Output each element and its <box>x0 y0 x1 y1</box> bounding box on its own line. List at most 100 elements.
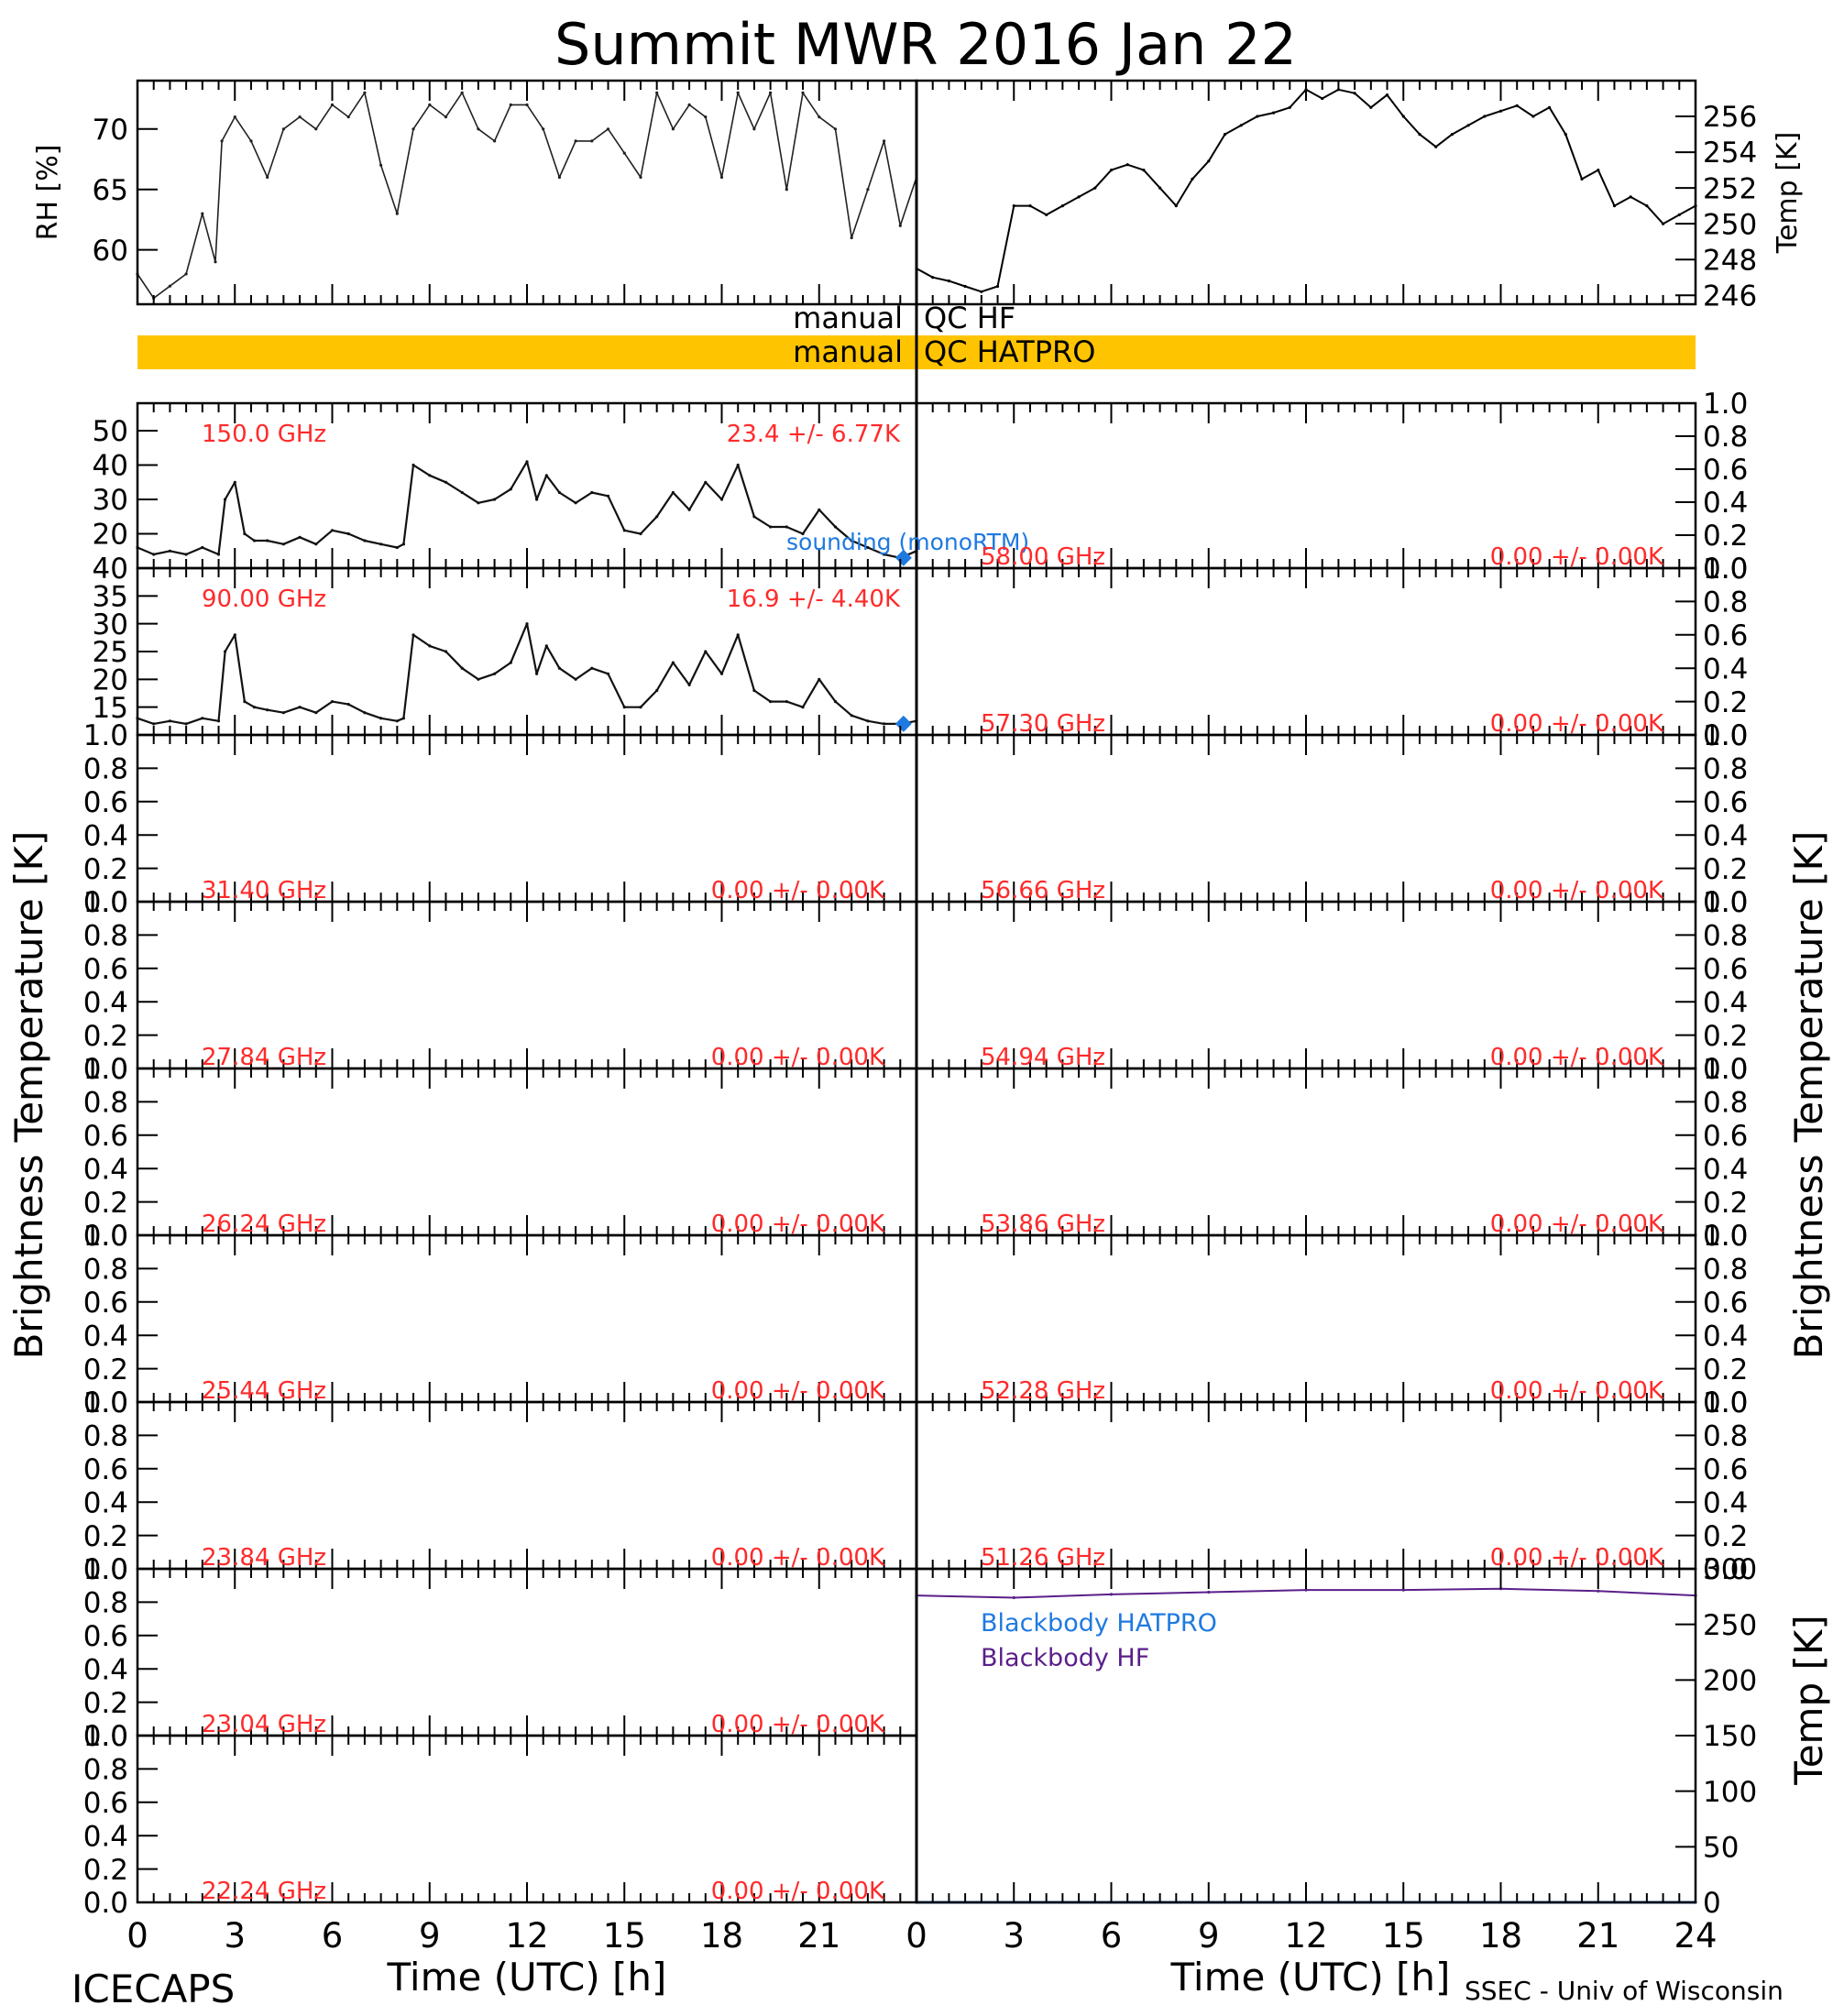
left-panel-6-ytick-label: 0.2 <box>83 1520 128 1553</box>
left-panel-8-ytick-label: 0.8 <box>83 1754 128 1787</box>
left-panel-0-series-line-point <box>525 460 529 464</box>
rh-series-line-point <box>509 103 512 106</box>
left-panel-6-ytick-label: 0.6 <box>83 1453 128 1486</box>
left-panel-0-series-line-point <box>224 498 227 501</box>
left-panel-1-series-line-point <box>509 661 512 664</box>
rh-series-line-point <box>249 139 253 143</box>
rh-series-line-point <box>622 151 626 155</box>
rh-series-line-point <box>736 91 740 94</box>
right-panel-0-ytick-label: 0.2 <box>1703 520 1748 553</box>
rh-series-line-point <box>639 175 642 180</box>
left-panel-1-series-line-point <box>671 661 675 664</box>
x-tick-label-right: 21 <box>1576 1916 1619 1956</box>
temp-series-line-point <box>963 284 967 289</box>
rh-series-line-point <box>590 139 594 143</box>
right-panel-0-ytick-label: 0.6 <box>1703 454 1748 487</box>
left-panel-3-ytick-label: 0.4 <box>83 986 128 1019</box>
right-panel-2-ytick-label: 1.0 <box>1703 719 1748 752</box>
left-panel-1-series-line-point <box>883 722 886 726</box>
left-panel-0-series-line-point <box>833 525 838 529</box>
rh-series-line-point <box>220 139 224 143</box>
left-panel-5-ytick-label: 1.0 <box>83 1220 128 1253</box>
left-panel-2-ytick-label: 0.2 <box>83 853 128 886</box>
right-panel-5-ytick-label: 1.0 <box>1703 1220 1748 1253</box>
left-panel-7-ytick-label: 0.6 <box>83 1620 128 1653</box>
right-brightness-axis-label: Brightness Temperature [K] <box>1786 831 1831 1360</box>
left-panel-1-series-line-point <box>866 719 870 723</box>
left-panel-6-freq-label: 23.84 GHz <box>202 1544 326 1572</box>
temp-series-line-point <box>1207 159 1211 163</box>
sounding-label: sounding (monoRTM) <box>786 529 1029 555</box>
right-panel-2-freq-label: 56.66 GHz <box>981 877 1105 904</box>
left-panel-0-series-line-point <box>544 474 548 477</box>
right-panel-2-ytick-label: 0.4 <box>1703 819 1748 852</box>
qc-hf-right-label: QC HF <box>924 301 1015 335</box>
rh-series-line-point <box>298 115 302 119</box>
left-panel-1-series-line-point <box>655 688 659 693</box>
left-panel-3-freq-label: 27.84 GHz <box>202 1044 326 1071</box>
right-panel-0-ytick-label: 0.0 <box>1703 553 1748 586</box>
left-panel-1-series-line-point <box>493 672 497 675</box>
left-panel-1-series-line-point <box>785 700 788 704</box>
figure-title: Summit MWR 2016 Jan 22 <box>554 11 1297 78</box>
left-panel-0-ytick-label: 40 <box>93 450 128 483</box>
rh-series-line-point <box>266 175 269 180</box>
left-panel-1-series-line-point <box>736 633 740 637</box>
x-tick-label-right: 18 <box>1479 1916 1522 1956</box>
temp-panel-ytick-label: 250 <box>1703 208 1757 241</box>
rh-series-line-point <box>460 91 464 94</box>
right-panel-4-ytick-label: 1.0 <box>1703 1053 1748 1086</box>
x-tick-label-left: 21 <box>797 1916 840 1956</box>
right-panel-3-ytick-label: 0.4 <box>1703 986 1748 1019</box>
left-panel-0-series-line-point <box>590 490 594 495</box>
left-panel-0-series-line-point <box>493 498 497 501</box>
left-panel-8-ytick-label: 0.2 <box>83 1854 128 1887</box>
temp-series-line-point <box>1191 177 1194 181</box>
left-panel-7-ytick-label: 0.2 <box>83 1687 128 1720</box>
temp-panel-ytick-label: 246 <box>1703 279 1757 312</box>
temp-series-line-point <box>1401 115 1405 118</box>
right-panel-6-ytick-label: 0.4 <box>1703 1486 1748 1519</box>
x-tick-label-left: 0 <box>126 1916 148 1956</box>
left-panel-5-ytick-label: 0.4 <box>83 1320 128 1353</box>
left-panel-1-series-line-point <box>752 688 756 693</box>
right-panel-5-ytick-label: 0.4 <box>1703 1320 1748 1353</box>
x-axis-label-left: Time (UTC) [h] <box>387 1955 667 2000</box>
left-panel-4-ytick-label: 0.4 <box>83 1153 128 1186</box>
temp-series-line-point <box>1239 124 1243 127</box>
temp-series-line-point <box>995 284 1000 289</box>
blackbody-hatpro-label: Blackbody HATPRO <box>981 1609 1217 1638</box>
temp-panel-ytick-label: 256 <box>1703 101 1757 134</box>
left-panel-0-series-line-point <box>281 542 285 546</box>
temp-series-line-point <box>1109 169 1114 172</box>
left-panel-0-series-line-point <box>671 490 675 495</box>
left-panel-5-stats-label: 0.00 +/- 0.00K <box>711 1377 885 1405</box>
temp-series-line-point <box>1677 213 1681 216</box>
right-panel-0-ytick-label: 1.0 <box>1703 388 1748 421</box>
rh-series-line-point <box>184 272 188 276</box>
left-panel-0-series-line-point <box>243 531 247 536</box>
left-panel-1-series-line-point <box>252 706 257 709</box>
left-panel-1-series-line-point <box>544 644 548 648</box>
left-panel-0-series-line-point <box>736 463 740 467</box>
temp-series-line-point <box>1288 105 1291 109</box>
rh-series-line-point <box>412 127 415 131</box>
left-panel-8-stats-label: 0.00 +/- 0.00K <box>711 1878 885 1905</box>
temp-axis-label: Temp [K] <box>1772 132 1804 255</box>
right-panel-4-ytick-label: 0.2 <box>1703 1187 1748 1220</box>
left-panel-6-stats-label: 0.00 +/- 0.00K <box>711 1544 885 1572</box>
right-panel-0-freq-label: 58.00 GHz <box>981 543 1105 571</box>
left-panel-0-series-line-point <box>622 529 626 532</box>
left-panel-0-ytick-label: 20 <box>93 519 128 552</box>
temp-series-line <box>916 88 1696 293</box>
rh-series-line-point <box>898 224 902 227</box>
right-panel-1-ytick-label: 0.0 <box>1703 719 1748 752</box>
left-panel-2-ytick-label: 0.0 <box>83 886 128 919</box>
left-panel-5-freq-label: 25.44 GHz <box>202 1377 326 1405</box>
right-panel-4-ytick-label: 0.4 <box>1703 1153 1748 1186</box>
rh-series-line <box>137 92 917 300</box>
left-panel-1-series-line-point <box>535 672 539 675</box>
temp-series-line-point <box>947 279 950 283</box>
right-panel-2-ytick-label: 0.2 <box>1703 853 1748 886</box>
left-panel-1-ytick-label: 35 <box>93 580 128 613</box>
